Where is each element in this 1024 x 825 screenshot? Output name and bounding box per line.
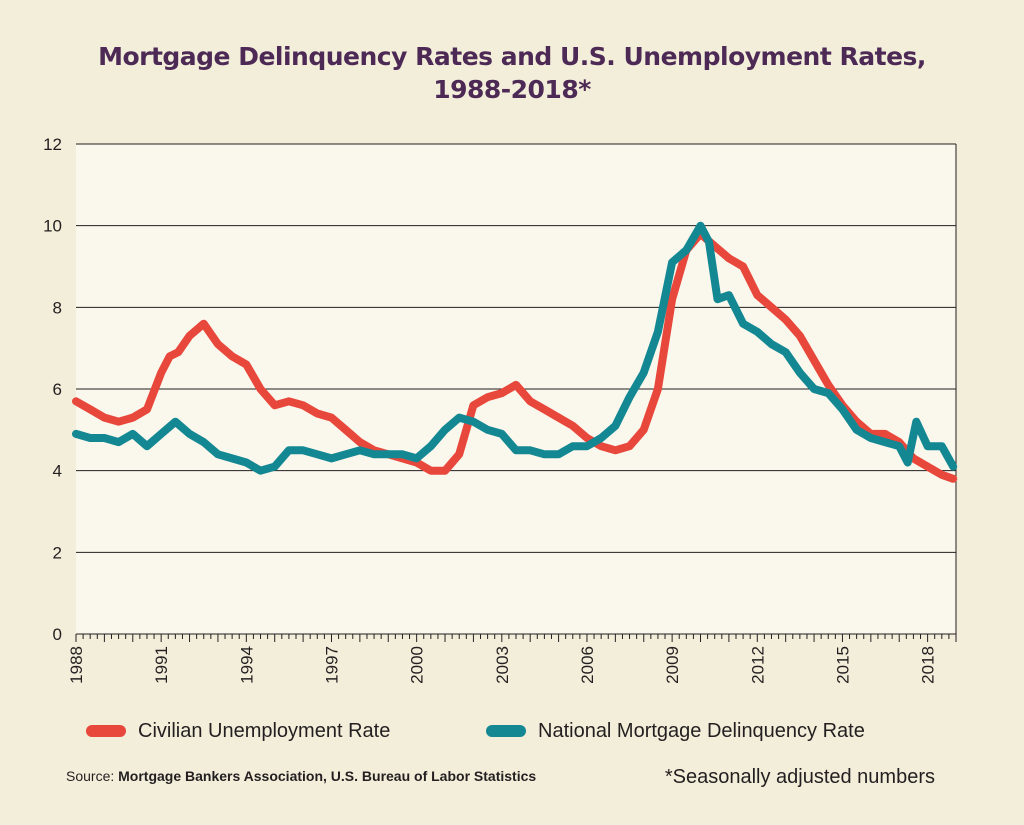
source-text: Mortgage Bankers Association, U.S. Burea… (118, 768, 537, 784)
x-tick-label: 2000 (408, 646, 427, 684)
y-tick-label: 6 (53, 380, 62, 399)
legend-swatch-delinquency (486, 725, 526, 737)
x-tick-label: 2015 (833, 646, 852, 684)
legend-item-unemployment: Civilian Unemployment Rate (86, 719, 390, 743)
legend-label-unemployment: Civilian Unemployment Rate (138, 719, 391, 742)
legend-swatch-unemployment (86, 725, 126, 737)
source-label: Source: (66, 768, 115, 784)
legend-item-delinquency: National Mortgage Delinquency Rate (486, 719, 865, 743)
y-tick-label: 12 (43, 135, 62, 154)
y-tick-label: 0 (53, 625, 62, 644)
chart-title-line-1: Mortgage Delinquency Rates and U.S. Unem… (98, 42, 926, 71)
chart-title-line-2: 1988-2018* (433, 75, 591, 104)
x-tick-label: 2018 (919, 646, 938, 684)
x-tick-label: 1997 (322, 646, 341, 684)
y-tick-label: 8 (53, 298, 62, 317)
x-tick-label: 1994 (237, 646, 256, 684)
x-tick-label: 2012 (748, 646, 767, 684)
footnote: *Seasonally adjusted numbers (664, 766, 935, 788)
chart-title: Mortgage Delinquency Rates and U.S. Unem… (0, 40, 1024, 106)
series-line-unemployment (72, 229, 958, 483)
series-line-delinquency (72, 221, 958, 475)
x-tick-label: 1988 (67, 646, 86, 684)
x-tick-label: 2006 (578, 646, 597, 684)
x-tick-label: 2003 (493, 646, 512, 684)
y-tick-label: 10 (43, 217, 62, 236)
source-note: Source: Mortgage Bankers Association, U.… (66, 768, 536, 784)
x-tick-label: 2009 (663, 646, 682, 684)
y-tick-label: 4 (53, 462, 62, 481)
x-tick-label: 1991 (152, 646, 171, 684)
legend-label-delinquency: National Mortgage Delinquency Rate (538, 719, 865, 742)
y-tick-label: 2 (53, 543, 62, 562)
